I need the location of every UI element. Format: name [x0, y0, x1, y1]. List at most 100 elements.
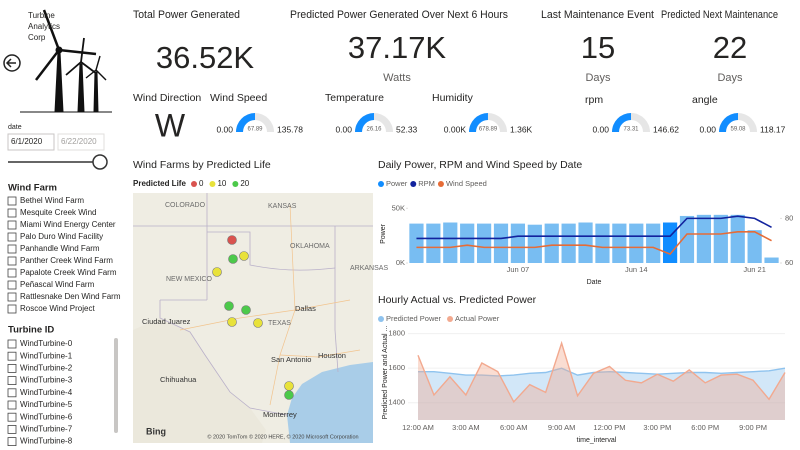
map-point[interactable]	[228, 254, 238, 264]
legend-label: RPM	[418, 179, 435, 188]
checkbox[interactable]	[7, 351, 17, 361]
bar[interactable]	[409, 223, 424, 263]
map-point[interactable]	[212, 267, 222, 277]
checkbox[interactable]	[7, 292, 17, 302]
slicer-item[interactable]: Miami Wind Energy Center	[20, 220, 116, 229]
bar[interactable]	[730, 214, 745, 263]
bar[interactable]	[426, 223, 441, 263]
slicer-item[interactable]: Mesquite Creek Wind	[20, 208, 96, 217]
line	[416, 230, 772, 256]
bar[interactable]	[679, 215, 695, 263]
x-axis-label: time_interval	[577, 437, 617, 444]
bar[interactable]	[662, 222, 678, 263]
bar[interactable]	[747, 230, 762, 263]
gauge-min: 0.00	[216, 124, 233, 134]
checkbox[interactable]	[7, 376, 17, 386]
map-point[interactable]	[284, 390, 294, 400]
checkbox[interactable]	[7, 208, 17, 218]
checkbox[interactable]	[7, 424, 17, 434]
bar[interactable]	[629, 223, 644, 263]
checkbox[interactable]	[7, 196, 17, 206]
slicer-item[interactable]: WindTurbine-2	[20, 364, 73, 373]
bar[interactable]	[510, 223, 526, 263]
slicer-item[interactable]: Bethel Wind Farm	[20, 196, 84, 205]
scrollbar[interactable]	[114, 338, 118, 433]
area	[418, 343, 785, 420]
checkbox[interactable]	[7, 339, 17, 349]
checkbox[interactable]	[7, 400, 17, 410]
slicer-item[interactable]: WindTurbine-7	[20, 425, 73, 434]
bar[interactable]	[443, 222, 458, 263]
date-input[interactable]	[57, 133, 105, 151]
gauge-max: 52.33	[396, 124, 418, 134]
bar[interactable]	[527, 224, 542, 263]
bar[interactable]	[612, 223, 627, 263]
bar[interactable]	[476, 223, 492, 263]
x-tick-label: Jun 07	[507, 265, 530, 274]
checkbox[interactable]	[7, 437, 17, 447]
bar[interactable]	[646, 223, 661, 263]
bar[interactable]	[578, 222, 593, 263]
slicer-item[interactable]: WindTurbine-0	[20, 339, 73, 348]
back-button-arrow[interactable]	[5, 58, 16, 68]
map-provider: Bing	[146, 426, 166, 436]
legend-label: Actual Power	[455, 314, 500, 323]
slicer-item[interactable]: Roscoe Wind Project	[20, 304, 95, 313]
bar[interactable]	[696, 214, 712, 263]
slicer-item[interactable]: WindTurbine-1	[20, 351, 73, 360]
slicer-item[interactable]: Papalote Creek Wind Farm	[20, 268, 117, 277]
gauge-max: 135.78	[277, 124, 303, 134]
map-point[interactable]	[224, 301, 234, 311]
slider-handle[interactable]	[92, 154, 108, 170]
kpi-value: 37.17K	[348, 30, 447, 65]
area	[418, 368, 785, 420]
kpi-unit: Days	[717, 72, 743, 84]
gauge-fill	[612, 113, 631, 132]
slicer-item[interactable]: WindTurbine-5	[20, 400, 73, 409]
map-point[interactable]	[284, 381, 294, 391]
slicer-title: date	[8, 124, 22, 131]
date-input[interactable]	[7, 133, 55, 151]
checkbox[interactable]	[7, 412, 17, 422]
slicer-item[interactable]: Panhandle Wind Farm	[20, 244, 100, 253]
slicer-item[interactable]: Peñascal Wind Farm	[20, 280, 95, 289]
slicer-item[interactable]: WindTurbine-8	[20, 437, 73, 446]
bar[interactable]	[764, 257, 779, 263]
x-tick-label: 9:00 PM	[739, 423, 767, 432]
gauge-value: 59.08	[730, 127, 746, 133]
kpi-unit: Watts	[383, 72, 411, 84]
slicer-item[interactable]: Panther Creek Wind Farm	[20, 256, 113, 265]
checkbox[interactable]	[7, 268, 17, 278]
logo-illustration	[20, 9, 112, 113]
slicer-item[interactable]: Palo Duro Wind Facility	[20, 232, 103, 241]
gauge-fill	[469, 113, 488, 132]
logo-text: Analytics	[28, 22, 60, 31]
checkbox[interactable]	[7, 256, 17, 266]
kpi-title: Predicted Power Generated Over Next 6 Ho…	[290, 9, 508, 21]
bar[interactable]	[713, 214, 728, 263]
back-button[interactable]	[3, 54, 21, 72]
slicer-item[interactable]: WindTurbine-6	[20, 412, 73, 421]
checkbox[interactable]	[7, 280, 17, 290]
checkbox[interactable]	[7, 363, 17, 373]
checkbox[interactable]	[7, 220, 17, 230]
slicer-item[interactable]: WindTurbine-4	[20, 388, 73, 397]
bar[interactable]	[595, 223, 610, 263]
slicer-item[interactable]: Rattlesnake Den Wind Farm	[20, 292, 121, 301]
map-point[interactable]	[253, 318, 263, 328]
map-point[interactable]	[239, 251, 249, 261]
checkbox[interactable]	[7, 244, 17, 254]
checkbox[interactable]	[7, 232, 17, 242]
checkbox[interactable]	[7, 304, 17, 314]
bar[interactable]	[544, 223, 559, 263]
checkbox[interactable]	[7, 388, 17, 398]
map-point[interactable]	[227, 317, 237, 327]
logo-text: Corp	[28, 33, 46, 42]
map-point[interactable]	[227, 235, 237, 245]
map-gulf	[287, 362, 373, 443]
bar[interactable]	[561, 223, 576, 263]
map-point[interactable]	[241, 305, 251, 315]
slicer-item[interactable]: WindTurbine-3	[20, 376, 73, 385]
bar[interactable]	[493, 223, 509, 263]
bar[interactable]	[460, 223, 475, 263]
